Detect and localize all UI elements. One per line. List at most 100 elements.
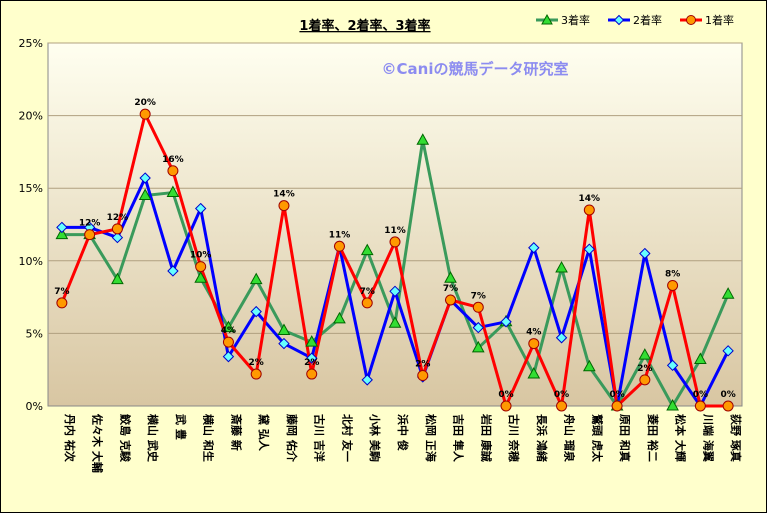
data-label: 11% [329,230,351,240]
series-group [55,108,735,412]
data-point [306,368,318,380]
data-point [250,368,262,380]
x-tick-label: 佐々木 大輔 [91,413,105,473]
data-point [666,398,679,411]
y-tick-label: 10% [19,255,43,268]
data-point [333,311,346,324]
x-tick-label: 鮫島 克駿 [118,414,132,463]
legend-label: 2着率 [633,13,662,27]
data-point [56,221,68,234]
legend: 3着率 2着率 1着率 [536,13,734,27]
data-point [167,165,179,177]
data-label: 12% [107,213,129,223]
x-tick-label: 小林 美駒 [368,413,382,462]
x-tick-label: 舟山 瑠泉 [563,414,577,463]
data-label: 14% [579,194,601,204]
data-point [222,336,234,348]
data-point [582,359,596,372]
data-point [166,185,180,198]
x-tick-label: 吉田 隼人 [452,414,466,463]
x-tick-label: 川端 海翼 [701,413,715,462]
x-tick-label: 丹内 祐次 [63,414,77,462]
data-point [694,352,707,365]
data-point [278,337,290,350]
data-point [444,271,457,283]
y-tick-label: 5% [26,327,43,340]
data-point [138,188,152,200]
x-tick-label: 岩田 康誠 [479,413,493,462]
x-tick-label: 長浜 鴻緒 [535,414,549,462]
data-point [416,133,430,145]
legend-label: 1着率 [705,13,734,27]
x-tick-label: 菱田 裕二 [646,414,660,462]
data-point [306,352,318,364]
data-label: 20% [134,98,156,108]
data-point [472,301,484,313]
data-point [667,279,679,291]
data-point [195,261,207,273]
data-point [583,243,596,255]
data-point [56,297,68,309]
data-point [139,108,151,120]
legend-marker [613,14,625,26]
data-point [527,367,541,379]
data-point [694,400,706,412]
data-point [528,242,540,254]
data-point [611,400,623,412]
data-point [194,271,208,283]
data-point [471,340,485,353]
data-point [361,297,373,309]
y-tick-label: 25% [19,37,43,50]
data-point [500,400,512,412]
data-label: 7% [471,291,486,301]
data-point [500,316,512,328]
data-point [222,320,235,333]
data-point [360,243,374,256]
data-point [250,305,262,318]
data-point [111,272,124,285]
data-point [555,332,568,344]
data-label: 4% [221,326,236,336]
data-label: 2% [249,358,264,368]
data-label: 0% [609,390,624,400]
legend-marker [686,15,696,25]
data-label: 10% [190,251,212,261]
data-labels: 7% 12% 12% 20% 16% 10% 4% 2% 14% 2% 11% 7% 11% 2% 7% 7%… [54,98,736,400]
x-tick-label: 斎藤 新 [229,414,243,451]
data-label: 2% [304,358,319,368]
data-label: 7% [360,287,375,297]
data-label: 2% [637,364,652,374]
data-point [638,348,652,360]
data-point [305,335,319,347]
data-label: 8% [665,269,680,279]
data-point [417,370,429,382]
x-tick-label: 横山 武史 [146,414,160,463]
y-axis: 0% 5% 10% 15% 20% 25% [19,37,43,413]
data-label: 7% [443,284,458,294]
data-point [333,240,345,252]
data-point [139,172,151,184]
x-tick-label: 原田 和真 [618,414,632,462]
data-label: 0% [720,390,735,400]
data-label: 0% [693,390,708,400]
data-label: 2% [415,360,430,370]
x-tick-label: 武 豊 [174,414,188,440]
x-tick-label: 鷲頭 虎太 [590,414,604,463]
data-point [555,261,568,273]
data-point [111,231,124,244]
data-point [722,400,734,412]
data-point [194,202,207,215]
data-point [277,323,291,335]
data-label: 14% [273,190,295,200]
data-label: 0% [554,390,569,400]
data-point [721,287,735,299]
data-point [389,285,401,297]
data-point [583,204,595,216]
chart-title: 1着率、2着率、3着率 [299,18,430,34]
data-point [666,359,679,372]
data-label: 11% [384,226,406,236]
x-axis: 丹内 祐次 佐々木 大輔 鮫島 克駿 横山 武史武 豊横山 和生 斎藤 新黛 弘人 藤岡 … [63,413,743,473]
data-point [445,294,457,306]
gridlines [48,42,742,334]
data-point [55,227,69,240]
